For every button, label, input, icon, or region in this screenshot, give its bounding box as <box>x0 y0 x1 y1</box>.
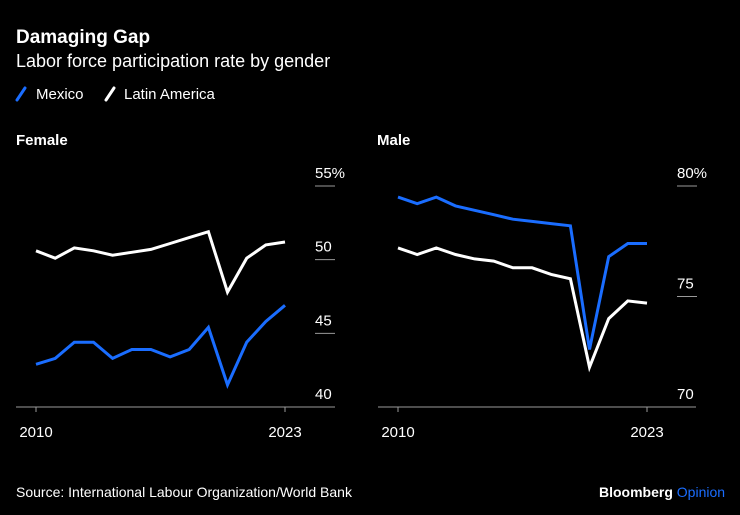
y-tick-label: 70 <box>677 386 694 403</box>
y-tick-label: 55% <box>315 165 345 182</box>
logo-product: Opinion <box>677 484 725 500</box>
x-tick-label: 2010 <box>381 424 414 441</box>
y-tick-label: 75 <box>677 276 694 293</box>
legend-label-latin-america: Latin America <box>124 86 216 103</box>
panel-title-male: Male <box>377 132 410 149</box>
x-tick-label: 2010 <box>19 424 52 441</box>
logo-brand: Bloomberg <box>599 484 673 500</box>
series-line-latin-america <box>35 229 286 296</box>
chart-title: Damaging Gap <box>16 27 150 48</box>
y-tick-label: 45 <box>315 312 332 329</box>
panel-male: 70 75 80% 2010 2023 <box>378 165 707 441</box>
x-tick-label: 2023 <box>630 424 663 441</box>
series-line-mexico <box>35 304 286 390</box>
panel-female: 40 45 50 55% 2010 2023 <box>16 165 345 441</box>
series-line-mexico <box>397 195 647 350</box>
bloomberg-opinion-logo: Bloomberg Opinion <box>599 484 725 500</box>
legend-label-mexico: Mexico <box>36 86 84 103</box>
y-tick-label: 50 <box>315 239 332 256</box>
legend-swatch-mexico <box>15 86 27 102</box>
y-tick-label: 40 <box>315 386 332 403</box>
legend: Mexico Latin America <box>15 86 216 103</box>
legend-swatch-latin-america <box>104 86 116 102</box>
chart-subtitle: Labor force participation rate by gender <box>16 51 330 71</box>
source-note: Source: International Labour Organizatio… <box>16 484 353 500</box>
series-line-latin-america <box>397 246 648 373</box>
x-tick-label: 2023 <box>268 424 301 441</box>
y-tick-label: 80% <box>677 165 707 182</box>
panel-title-female: Female <box>16 132 68 149</box>
